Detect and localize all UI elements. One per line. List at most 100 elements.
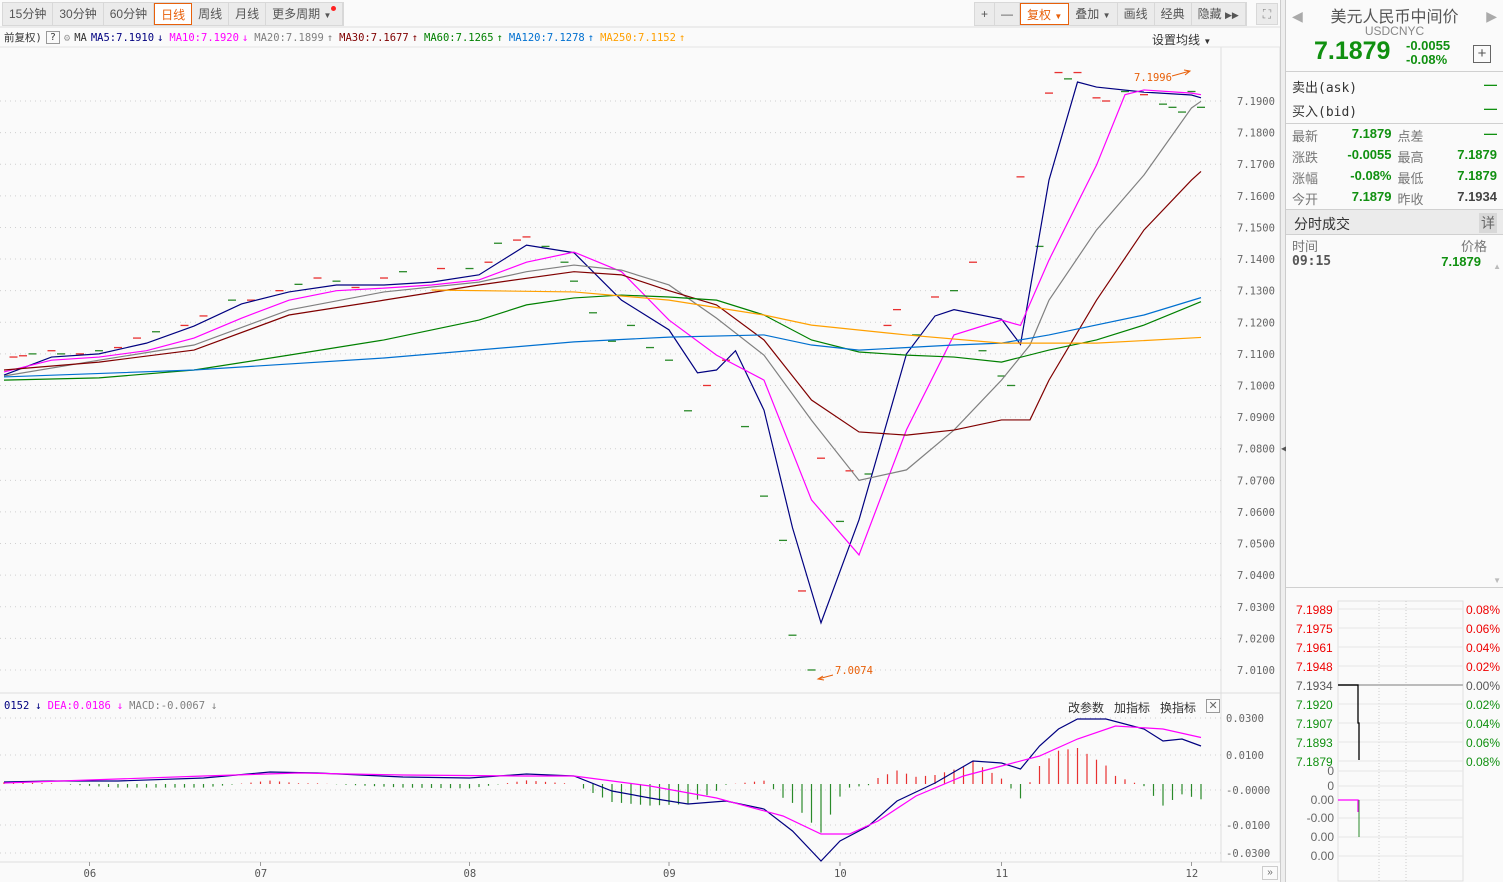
tool-button-1[interactable]: — bbox=[995, 3, 1021, 25]
close-icon[interactable]: ✕ bbox=[1206, 699, 1221, 713]
y-tick-label: 7.0200 bbox=[1237, 633, 1275, 645]
stat-value: 7.1879 bbox=[1351, 126, 1392, 141]
y-tick-label: 7.0500 bbox=[1237, 539, 1275, 551]
trend-arrow-icon: ↓ bbox=[241, 31, 249, 44]
y-tick-label: 7.0100 bbox=[1237, 665, 1275, 677]
ma-line-ma250 bbox=[431, 289, 1202, 344]
stat-label: 昨收 bbox=[1397, 192, 1424, 207]
stat-label: 最新 bbox=[1292, 129, 1319, 144]
x-tick-label: 06 bbox=[84, 868, 97, 880]
x-tick-label: 10 bbox=[834, 868, 847, 880]
ma-legend-item: MA60:7.1265 bbox=[424, 31, 494, 44]
trend-arrow-icon: ↑ bbox=[496, 31, 503, 44]
macd-y-tick-label: 0.0300 bbox=[1226, 713, 1264, 725]
tool-button-0[interactable]: + bbox=[975, 3, 996, 25]
intraday-price-label: 7.1920 bbox=[1296, 698, 1333, 712]
intraday-pct-label: 0.08% bbox=[1466, 755, 1500, 769]
period-tab-3[interactable]: 日线 bbox=[154, 3, 193, 25]
period-tab-2[interactable]: 60分钟 bbox=[104, 3, 155, 25]
macd-legend-item: 0152 bbox=[4, 700, 30, 712]
ma-legend-item: MA10:7.1920 bbox=[169, 31, 239, 44]
y-tick-label: 7.1800 bbox=[1237, 128, 1275, 140]
x-tick-label: 11 bbox=[996, 868, 1009, 880]
intraday-chart: 7.1989 0.08% 7.1975 0.06% 7.1961 0.04% 7.1948 0… bbox=[1296, 600, 1500, 882]
tool-button-5[interactable]: 经典 bbox=[1155, 3, 1192, 25]
ask-label: 卖出(ask) bbox=[1292, 81, 1358, 96]
ma-line-ma60 bbox=[3, 294, 1202, 381]
y-tick-label: 7.0700 bbox=[1237, 475, 1275, 487]
ma-settings-dropdown[interactable]: 设置均线 ▼ bbox=[1152, 31, 1211, 48]
intraday-price-label: 7.1893 bbox=[1296, 736, 1333, 750]
caret-down-icon: ▼ bbox=[1102, 11, 1111, 20]
stat-value: 7.1879 bbox=[1351, 189, 1392, 204]
high-label: 7.1996 bbox=[1134, 72, 1172, 84]
period-toolbar: 15分钟 30分钟 60分钟 日线 周线 月线 更多周期 ▼ bbox=[2, 2, 345, 26]
macd-y-tick-label: -0.0300 bbox=[1226, 848, 1270, 860]
period-tab-6[interactable]: 更多周期 ▼ bbox=[266, 3, 344, 25]
caret-down-icon: ▼ bbox=[323, 11, 332, 20]
intraday-pct-label: 0.02% bbox=[1466, 698, 1500, 712]
next-arrow-icon[interactable]: ▶ bbox=[1486, 8, 1497, 24]
switch-indicator-button[interactable]: 换指标 bbox=[1160, 701, 1197, 715]
y-tick-label: 7.1500 bbox=[1237, 222, 1275, 234]
tool-button-2[interactable]: 复权 ▼ bbox=[1020, 3, 1070, 25]
add-indicator-button[interactable]: 加指标 bbox=[1114, 701, 1151, 715]
instrument-name: 美元人民币中间价 bbox=[1330, 9, 1459, 26]
scroll-right-button[interactable]: » bbox=[1262, 866, 1278, 880]
intraday-lower-label: 0.00 bbox=[1311, 793, 1335, 807]
period-tab-1[interactable]: 30分钟 bbox=[53, 3, 104, 25]
tool-button-3[interactable]: 叠加 ▼ bbox=[1069, 3, 1118, 25]
x-tick-label: 12 bbox=[1186, 868, 1199, 880]
intraday-price-label: 7.1975 bbox=[1296, 622, 1333, 636]
stat-value: -0.0055 bbox=[1347, 147, 1392, 162]
trend-arrow-icon: ↑ bbox=[411, 31, 419, 44]
gear-icon[interactable]: ⚙ bbox=[63, 31, 71, 44]
ma-settings-label: 设置均线 bbox=[1152, 33, 1201, 47]
edit-params-button[interactable]: 改参数 bbox=[1068, 701, 1105, 715]
y-tick-label: 7.0600 bbox=[1237, 507, 1275, 519]
bid-value: — bbox=[1484, 101, 1497, 116]
ma-legend: 前复权) ? ⚙ MA MA5:7.1910 ↓ MA10:7.1920 ↓ MA20:… bbox=[4, 30, 685, 45]
intraday-price-line bbox=[1338, 684, 1360, 760]
stat-value: 7.1879 bbox=[1457, 168, 1497, 183]
fullscreen-button[interactable]: ⛶ bbox=[1256, 3, 1278, 25]
stat-row: 今开 7.1879 昨收 7.1934 bbox=[1292, 189, 1497, 208]
tool-button-4[interactable]: 画线 bbox=[1118, 3, 1155, 25]
tool-button-6[interactable]: 隐藏 ▶▶ bbox=[1192, 3, 1246, 25]
trend-arrow-icon: ↓ bbox=[211, 700, 218, 712]
intraday-pct-label: 0.02% bbox=[1466, 660, 1500, 674]
stat-label: 点差 bbox=[1397, 129, 1424, 144]
add-watchlist-button[interactable]: + bbox=[1473, 45, 1491, 63]
intraday-price-label: 7.1879 bbox=[1296, 755, 1333, 769]
collapse-arrow-icon[interactable]: ◀ bbox=[1281, 444, 1288, 453]
period-tab-4[interactable]: 周线 bbox=[192, 3, 230, 25]
stat-label: 涨跌 bbox=[1292, 150, 1319, 165]
panel-splitter[interactable]: ◀ bbox=[1280, 0, 1288, 882]
price-col-header: 价格 bbox=[1460, 239, 1487, 254]
intraday-lower-label: 0 bbox=[1327, 779, 1334, 793]
intraday-pct-label: 0.04% bbox=[1466, 641, 1500, 655]
prev-arrow-icon[interactable]: ◀ bbox=[1292, 8, 1303, 24]
period-tab-5[interactable]: 月线 bbox=[229, 3, 267, 25]
scroll-down-icon[interactable]: ▼ bbox=[1493, 576, 1501, 585]
stat-row: 涨跌 -0.0055 最高 7.1879 bbox=[1292, 147, 1497, 166]
y-tick-label: 7.1300 bbox=[1237, 286, 1275, 298]
kline-chart[interactable]: 7.1900 7.1800 7.1700 7.1600 7.1500 7.1400 7.13… bbox=[0, 0, 1280, 882]
scroll-up-icon[interactable]: ▲ bbox=[1493, 262, 1501, 271]
period-tab-0[interactable]: 15分钟 bbox=[3, 3, 54, 25]
tick-time: 09:15 bbox=[1292, 254, 1332, 269]
macd-y-tick-label: -0.0100 bbox=[1226, 820, 1270, 832]
intraday-price-label: 7.1907 bbox=[1296, 717, 1333, 731]
detail-button[interactable]: 详 bbox=[1479, 213, 1497, 233]
ma-line-ma120 bbox=[3, 297, 1202, 378]
macd-legend-item: DEA:0.0186 bbox=[47, 700, 111, 712]
y-tick-label: 7.0400 bbox=[1237, 570, 1275, 582]
x-tick-label: 08 bbox=[464, 868, 477, 880]
help-icon[interactable]: ? bbox=[45, 31, 60, 44]
trend-arrow-icon: ↓ bbox=[35, 700, 42, 712]
double-arrow-icon: ▶▶ bbox=[1224, 10, 1239, 20]
stat-label: 最高 bbox=[1397, 150, 1424, 165]
stat-row: 最新 7.1879 点差 — bbox=[1292, 126, 1497, 145]
price-change-pct: -0.08% bbox=[1406, 52, 1448, 67]
y-tick-label: 7.1000 bbox=[1237, 380, 1275, 392]
